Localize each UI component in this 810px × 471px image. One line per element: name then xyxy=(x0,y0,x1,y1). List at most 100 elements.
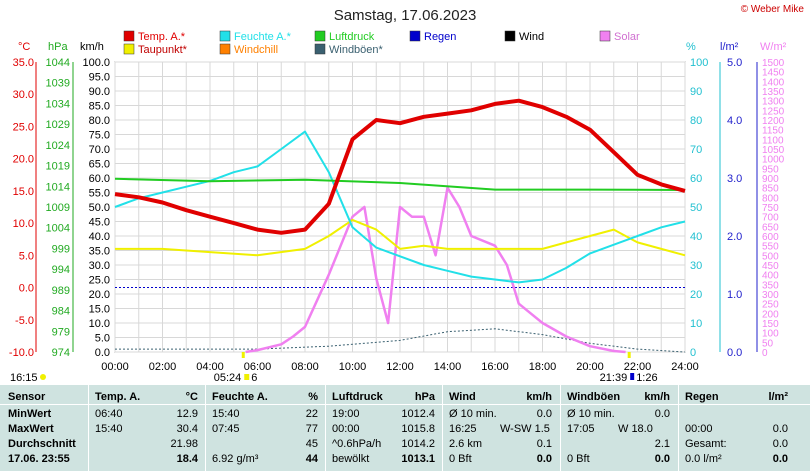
time-tick-label: 14:00 xyxy=(434,361,462,373)
stat-rain-value: 0.0 xyxy=(772,453,788,465)
stat-pressure-time: bewölkt xyxy=(332,453,370,465)
header-wind-unit: km/h xyxy=(526,391,552,403)
stat-wind-value: 0.1 xyxy=(536,438,552,450)
pct-unit-label: % xyxy=(686,41,696,53)
kmh-unit-label: km/h xyxy=(80,41,104,53)
stat-wind-label: 0 Bft xyxy=(449,453,472,465)
kmh-tick-label: 85.0 xyxy=(89,101,110,113)
wm2-tick-label: 400 xyxy=(762,271,779,282)
temp-tick-label: -10.0 xyxy=(9,347,34,359)
header-separator xyxy=(0,404,810,405)
time-tick-label: 18:00 xyxy=(529,361,557,373)
hpa-tick-label: 989 xyxy=(52,285,70,297)
stat-gust-direction: W 18.0 xyxy=(618,423,653,435)
hpa-tick-label: 1019 xyxy=(46,161,70,173)
hpa-tick-label: 984 xyxy=(52,306,70,318)
legend-swatch xyxy=(219,30,231,42)
kmh-tick-label: 65.0 xyxy=(89,159,110,171)
time-tick-label: 08:00 xyxy=(291,361,319,373)
stats-row-label: MinWert xyxy=(8,408,52,420)
wm2-tick-label: 1200 xyxy=(762,116,785,127)
temp-tick-label: -5.0 xyxy=(15,315,34,327)
wm2-tick-label: 600 xyxy=(762,232,779,243)
pct-tick-label: 90 xyxy=(690,86,702,98)
time-tick-label: 24:00 xyxy=(671,361,699,373)
temp-tick-label: 15.0 xyxy=(13,186,34,198)
legend-swatch xyxy=(409,30,421,42)
stat-gust-value: 2.1 xyxy=(654,438,670,450)
legend-label: Wind xyxy=(519,31,544,43)
legend-label: Temp. A.* xyxy=(138,31,186,43)
kmh-tick-label: 80.0 xyxy=(89,115,110,127)
hpa-tick-label: 1024 xyxy=(46,140,70,152)
column-separator xyxy=(678,385,679,471)
pct-tick-label: 30 xyxy=(690,260,702,272)
column-separator xyxy=(560,385,561,471)
header-humidity: Feuchte A. xyxy=(212,391,268,403)
wm2-tick-label: 350 xyxy=(762,280,779,291)
stat-temp-value: 18.4 xyxy=(176,453,198,465)
wm2-tick-label: 450 xyxy=(762,261,779,272)
time-tick-label: 12:00 xyxy=(386,361,414,373)
pct-tick-label: 10 xyxy=(690,318,702,330)
kmh-tick-label: 35.0 xyxy=(89,246,110,258)
stat-gust-label: 17:05 xyxy=(567,423,595,435)
legend-swatch xyxy=(599,30,611,42)
copyright-label[interactable]: © Weber Mike xyxy=(740,4,804,15)
wm2-tick-label: 900 xyxy=(762,174,779,185)
kmh-tick-label: 60.0 xyxy=(89,173,110,185)
stat-wind-label: 2.6 km xyxy=(449,438,483,450)
sunrise-label: 05:24 xyxy=(214,372,242,384)
legend-label: Solar xyxy=(614,31,640,43)
hpa-tick-label: 1029 xyxy=(46,119,70,131)
hpa-tick-label: 1034 xyxy=(46,98,70,110)
stats-row-label: MaxWert xyxy=(8,423,54,435)
kmh-tick-label: 50.0 xyxy=(89,202,110,214)
kmh-tick-label: 0.0 xyxy=(95,347,110,359)
stat-humidity-value: 77 xyxy=(305,423,318,435)
kmh-tick-label: 90.0 xyxy=(89,86,110,98)
wm2-tick-label: 1050 xyxy=(762,145,785,156)
header-pressure-unit: hPa xyxy=(414,391,435,403)
stat-pressure-value: 1013.1 xyxy=(401,453,435,465)
weather-chart: Samstag, 17.06.2023 Temp. A.* Feuchte A.* L… xyxy=(9,7,787,384)
stat-gust-label: Ø 10 min. xyxy=(567,408,615,420)
time-tick-label: 02:00 xyxy=(149,361,177,373)
temp-tick-label: 35.0 xyxy=(13,57,34,69)
column-separator xyxy=(88,385,89,471)
series-line-solar xyxy=(245,186,626,354)
kmh-tick-label: 15.0 xyxy=(89,304,110,316)
stat-pressure-value: 1012.4 xyxy=(401,408,435,420)
legend-label: Feuchte A.* xyxy=(234,31,292,43)
stat-gust-label: 0 Bft xyxy=(567,453,590,465)
stat-humidity-value: 44 xyxy=(305,453,318,465)
lm2-tick-label: 3.0 xyxy=(727,173,742,185)
legend-label: Regen xyxy=(424,31,456,43)
temp-tick-label: 30.0 xyxy=(13,89,34,101)
wm2-tick-label: 850 xyxy=(762,184,779,195)
stat-pressure-value: 1014.2 xyxy=(401,438,435,450)
stat-wind-direction: W-SW 1.5 xyxy=(500,423,550,435)
moonset-label: 1:26 xyxy=(636,372,657,384)
column-separator xyxy=(205,385,206,471)
legend-label: Taupunkt* xyxy=(138,44,188,56)
moon-phase-icon xyxy=(630,373,635,380)
time-tick-label: 06:00 xyxy=(244,361,272,373)
stat-temp-value: 21.98 xyxy=(170,438,198,450)
lm2-tick-label: 0.0 xyxy=(727,347,742,359)
stats-table: Sensor Temp. A. °C Feuchte A.% Luftdruck hPa W… xyxy=(0,385,810,471)
stat-humidity-time: 07:45 xyxy=(212,423,240,435)
wm2-unit-label: W/m² xyxy=(760,41,787,53)
pct-tick-label: 50 xyxy=(690,202,702,214)
wm2-tick-label: 800 xyxy=(762,193,779,204)
stats-row-label: 17.06. 23:55 xyxy=(8,453,70,465)
hpa-tick-label: 1009 xyxy=(46,202,70,214)
kmh-tick-label: 75.0 xyxy=(89,130,110,142)
stat-rain-value: 0.0 xyxy=(772,423,788,435)
wm2-tick-label: 1500 xyxy=(762,58,785,69)
stat-temp-value: 12.9 xyxy=(176,408,198,420)
stat-wind-value: 0.0 xyxy=(536,453,552,465)
wm2-tick-label: 1300 xyxy=(762,97,785,108)
stat-humidity-value: 22 xyxy=(305,408,318,420)
pct-tick-label: 70 xyxy=(690,144,702,156)
